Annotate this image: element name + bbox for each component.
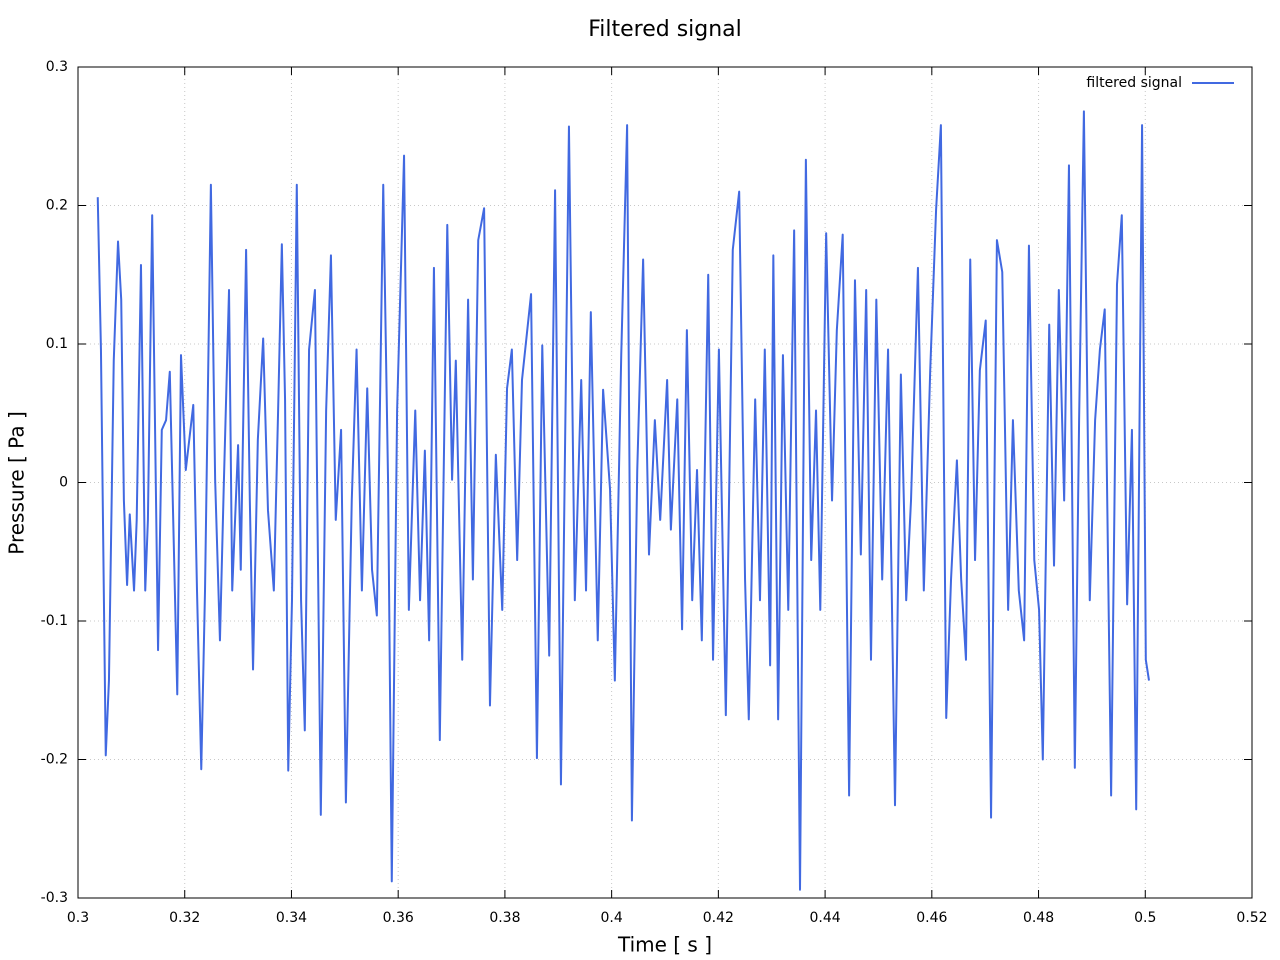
y-tick-label: 0 [59, 475, 68, 491]
x-tick-label: 0.42 [703, 910, 734, 926]
y-tick-label: -0.2 [41, 752, 68, 768]
x-tick-label: 0.38 [489, 910, 520, 926]
y-tick-label: 0.3 [46, 59, 68, 75]
plot-frame [77, 66, 1253, 899]
x-tick-label: 0.46 [916, 910, 947, 926]
x-tick-label: 0.52 [1236, 910, 1267, 926]
x-tick-label: 0.44 [810, 910, 841, 926]
x-tick-label: 0.34 [276, 910, 307, 926]
y-tick-label: 0.2 [46, 198, 68, 214]
x-tick-label: 0.36 [383, 910, 414, 926]
x-tick-label: 0.32 [169, 910, 200, 926]
x-tick-label: 0.3 [67, 910, 89, 926]
chart-title: Filtered signal [588, 17, 742, 42]
data-line [96, 110, 1150, 891]
x-tick-label: 0.4 [601, 910, 623, 926]
x-tick-label: 0.5 [1134, 910, 1156, 926]
y-tick-label: 0.1 [46, 336, 68, 352]
legend-label: filtered signal [1086, 75, 1182, 91]
y-tick-label: -0.3 [41, 890, 68, 906]
x-tick-label: 0.48 [1023, 910, 1054, 926]
y-tick-label: -0.1 [41, 613, 68, 629]
x-axis-label: Time [ s ] [617, 933, 712, 957]
y-axis-label: Pressure [ Pa ] [5, 411, 29, 555]
